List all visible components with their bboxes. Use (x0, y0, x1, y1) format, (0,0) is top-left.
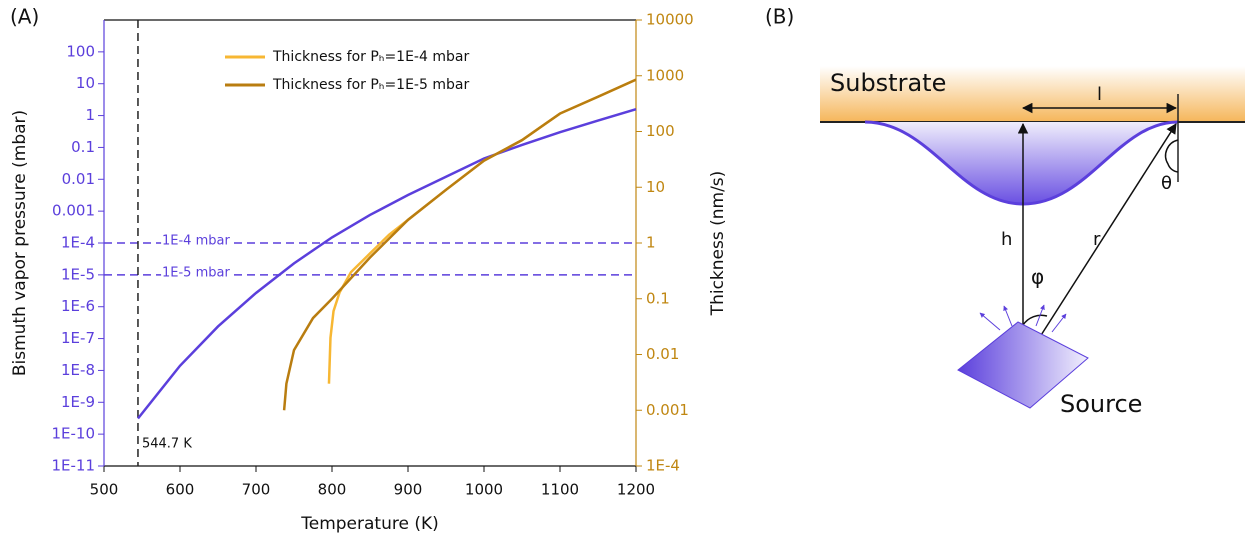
y2-tick-label: 1000 (646, 66, 684, 84)
deposition-profile (865, 122, 1178, 204)
theta-arc (1164, 139, 1179, 173)
diagram-b: (B) Substrate l h r θ φ Source (765, 5, 1245, 418)
y2-tick-label: 0.001 (646, 401, 689, 419)
panel-label: (B) (765, 5, 794, 29)
legend-label: Thickness for Pₕ=1E-5 mbar (272, 77, 469, 93)
x-axis-title: Temperature (K) (300, 514, 439, 534)
y2-tick-label: 1E-4 (646, 457, 680, 475)
x-tick-label: 800 (318, 481, 347, 499)
y-tick-label: 1E-11 (51, 457, 95, 475)
y-tick-label: 10 (76, 74, 95, 92)
series-line (282, 78, 637, 411)
x-tick-label: 500 (90, 481, 119, 499)
reference-label: 544.7 K (142, 437, 192, 452)
x-tick-label: 900 (394, 481, 423, 499)
y-tick-label: 0.01 (62, 170, 95, 188)
phi-arc (1022, 314, 1048, 326)
y-tick-label: 1 (85, 106, 95, 124)
source (957, 321, 1089, 409)
emission-arrows (979, 304, 1067, 333)
y2-tick-label: 10 (646, 178, 665, 196)
y-tick-label: 1E-10 (51, 425, 95, 443)
x-tick-label: 600 (166, 481, 195, 499)
source-label: Source (1060, 390, 1142, 418)
y-tick-label: 1E-7 (61, 329, 95, 347)
y-tick-label: 1E-9 (61, 393, 95, 411)
y-tick-label: 100 (66, 42, 95, 60)
l-label: l (1097, 84, 1102, 105)
y-tick-label: 1E-6 (61, 297, 95, 315)
legend-label: Thickness for Pₕ=1E-4 mbar (272, 49, 469, 65)
x-tick-label: 1000 (465, 481, 503, 499)
r-arrow (1028, 123, 1177, 355)
r-label: r (1093, 229, 1101, 250)
x-tick-label: 1200 (617, 481, 655, 499)
y-tick-label: 0.1 (71, 138, 95, 156)
chart-a: (A)500 600 700 800 900 1000 1100 12001E-111E-10… (10, 5, 728, 535)
y2-tick-label: 0.1 (646, 289, 670, 307)
h-label: h (1001, 229, 1012, 250)
y2-tick-label: 1 (646, 234, 656, 252)
y-tick-label: 1E-5 (61, 265, 95, 283)
y2-tick-label: 0.01 (646, 345, 679, 363)
y2-tick-label: 100 (646, 122, 675, 140)
x-tick-label: 1100 (541, 481, 579, 499)
panel-label: (A) (10, 5, 39, 29)
y2-axis-title: Thickness (nm/s) (708, 171, 728, 317)
y-tick-label: 0.001 (52, 202, 95, 220)
phi-label: φ (1031, 265, 1044, 289)
y2-tick-label: 10000 (646, 11, 694, 29)
theta-label: θ (1161, 173, 1172, 194)
y-tick-label: 1E-4 (61, 234, 95, 252)
y-axis-title: Bismuth vapor pressure (mbar) (10, 110, 30, 376)
series-line (327, 78, 637, 384)
reference-label: 1E-5 mbar (162, 265, 230, 280)
y-tick-label: 1E-8 (61, 361, 95, 379)
substrate-label: Substrate (830, 69, 946, 97)
series-line (136, 108, 637, 420)
reference-label: 1E-4 mbar (162, 234, 230, 249)
x-tick-label: 700 (242, 481, 271, 499)
